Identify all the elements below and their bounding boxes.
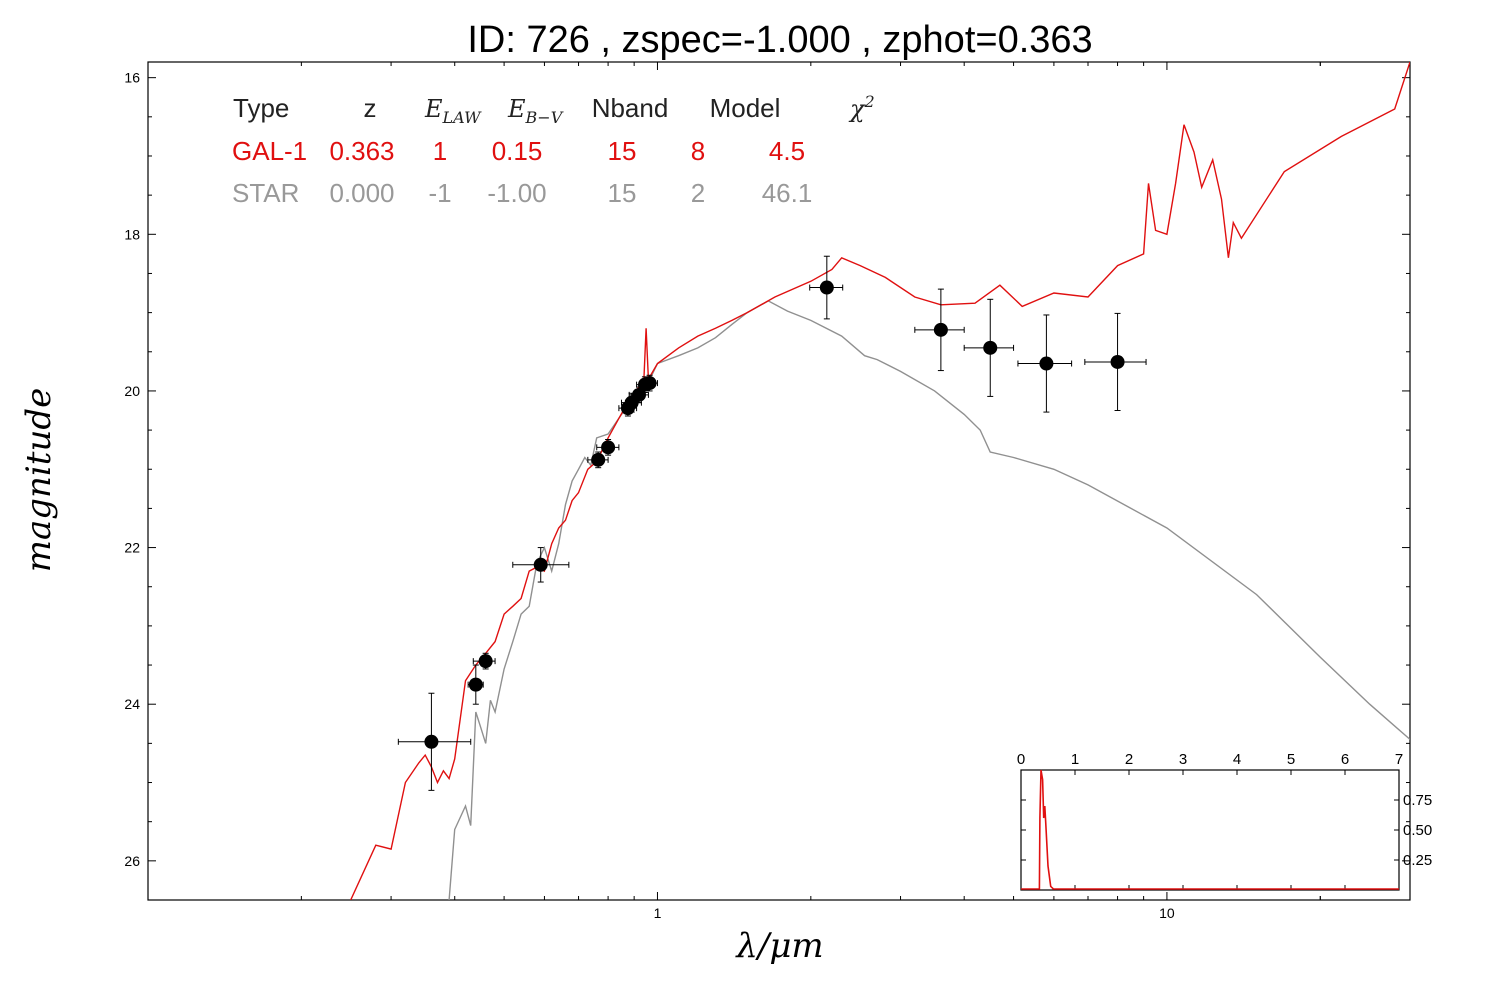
legend-cell: 0.363 [329, 136, 394, 166]
legend-cell: 0.000 [329, 178, 394, 208]
data-marker [1039, 356, 1054, 371]
y-tick-label: 24 [124, 696, 140, 712]
legend-table: Type z ELAW EB−V Nband Model χ2 GAL-1 0.363 1 0.15… [232, 92, 875, 208]
inset-pdz-line [1021, 769, 1399, 890]
data-marker [424, 734, 439, 749]
legend-cell: 1 [433, 136, 447, 166]
inset-x-tick-label: 5 [1287, 751, 1295, 768]
photometry-points [397, 255, 1147, 791]
inset-x-tick-label: 1 [1071, 751, 1079, 768]
data-marker [478, 654, 493, 669]
data-marker [601, 440, 616, 455]
legend-header-0: Type [233, 93, 289, 123]
legend-header-2: ELAW [424, 95, 482, 127]
x-tick-label: 10 [1159, 905, 1175, 921]
inset-pdz-curve [1021, 769, 1399, 890]
main-x-axis: 1 10 [300, 62, 1411, 921]
photometry-point [587, 451, 609, 469]
data-marker [533, 557, 548, 572]
photometry-point [512, 547, 570, 583]
legend-header-3: EB−V [507, 95, 564, 127]
legend-header-5: Model [710, 93, 781, 123]
legend-cell: -1 [428, 178, 451, 208]
y-tick-label: 22 [124, 540, 140, 556]
data-marker [591, 452, 606, 467]
inset-y-tick-label: 0.50 [1403, 822, 1432, 839]
photometry-point [640, 374, 658, 392]
legend-cell: GAL-1 [232, 136, 307, 166]
legend-header-4: Nband [592, 93, 669, 123]
inset-x-tick-label: 7 [1395, 751, 1403, 768]
photometry-point [914, 288, 965, 372]
photometry-point [1017, 314, 1073, 413]
chart-title: ID: 726 , zspec=-1.000 , zphot=0.363 [467, 19, 1092, 61]
legend-cell: 2 [691, 178, 705, 208]
inset-x-tick-label: 4 [1233, 751, 1241, 768]
inset-x-tick-label: 6 [1341, 751, 1349, 768]
x-axis-label: λ/μm [734, 926, 823, 966]
photometry-point [467, 664, 484, 705]
photometry-point [472, 652, 496, 670]
data-marker [632, 387, 647, 402]
inset-x-tick-label: 0 [1017, 751, 1025, 768]
photometry-point [963, 298, 1015, 397]
legend-cell: 4.5 [769, 136, 805, 166]
legend-cell: 15 [608, 178, 637, 208]
photometry-point [809, 255, 844, 320]
legend-cell: STAR [232, 178, 299, 208]
y-tick-label: 16 [124, 70, 140, 86]
inset-frame [1020, 769, 1400, 891]
legend-cell: 8 [691, 136, 705, 166]
inset-y-tick-label: 0.75 [1403, 792, 1432, 809]
x-tick-label: 1 [654, 905, 662, 921]
data-marker [468, 677, 483, 692]
y-tick-label: 20 [124, 383, 140, 399]
data-marker [983, 340, 998, 355]
legend-cell: 15 [608, 136, 637, 166]
inset-x-tick-label: 3 [1179, 751, 1187, 768]
photometry-point [397, 692, 472, 791]
legend-header-1: z [364, 93, 377, 123]
y-tick-label: 26 [124, 853, 140, 869]
data-marker [642, 376, 657, 391]
series-gal-1-line [350, 62, 1410, 900]
data-marker [933, 322, 948, 337]
legend-cell: 46.1 [762, 178, 813, 208]
inset-y-tick-label: 0.25 [1403, 852, 1432, 869]
photometry-point [1084, 312, 1147, 412]
y-axis-label: magnitude [19, 388, 59, 573]
data-marker [819, 280, 834, 295]
inset-axes: 0 1 2 3 4 5 6 7 0.25 0.50 0.75 [1017, 751, 1432, 890]
legend-cell: -1.00 [487, 178, 546, 208]
photometry-point [596, 438, 620, 456]
data-marker [1110, 354, 1125, 369]
legend-header-6: χ2 [848, 92, 875, 123]
y-tick-label: 18 [124, 226, 140, 242]
legend-cell: 0.15 [492, 136, 543, 166]
main-plot-frame [147, 61, 1411, 901]
inset-x-tick-label: 2 [1125, 751, 1133, 768]
